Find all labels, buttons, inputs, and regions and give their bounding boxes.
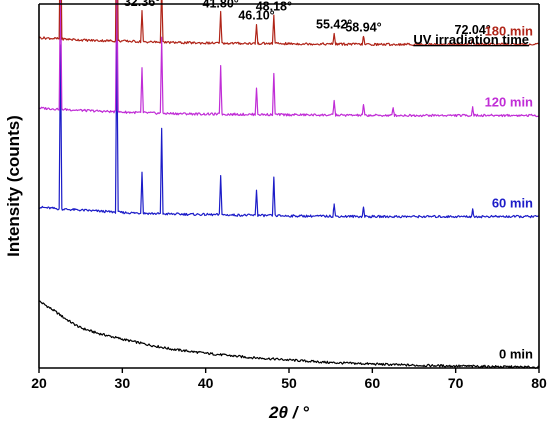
x-tick-label: 80 [531, 375, 547, 391]
peak-label: 32.36° [124, 0, 160, 9]
peak-label: 72.04° [455, 23, 491, 37]
series-label-3: 180 min [485, 23, 533, 38]
series-labels: 0 min 60 min 120 min 180 min [485, 23, 533, 361]
x-tick-label: 70 [448, 375, 464, 391]
series-line-2 [38, 0, 540, 118]
series-label-1: 60 min [492, 196, 533, 211]
x-tick-label: 20 [31, 375, 47, 391]
peak-label: 48.18° [256, 0, 292, 13]
peak-labels: 22.58°29.34°32.36°34.72°41.80°46.10°48.1… [124, 0, 491, 37]
series-label-2: 120 min [485, 94, 533, 109]
series-layer [38, 0, 540, 369]
x-axis-label: 2θ / ° [268, 403, 309, 422]
peak-label: 46.10° [238, 9, 274, 23]
series-line-1 [38, 31, 540, 219]
series-line-3 [38, 0, 540, 47]
peak-label: 58.94° [345, 20, 381, 34]
x-tick-label: 60 [365, 375, 381, 391]
legend-title: UV irradiation time [413, 32, 529, 47]
axes [38, 3, 540, 369]
x-tick-label: 50 [281, 375, 297, 391]
y-axis-label: Intensity (counts) [4, 115, 23, 257]
x-ticks: 20 30 40 50 60 70 80 [31, 368, 547, 391]
series-label-0: 0 min [499, 346, 533, 361]
series-line-0 [38, 300, 540, 369]
x-tick-label: 30 [115, 375, 131, 391]
x-tick-label: 40 [198, 375, 214, 391]
peak-label: 55.42° [316, 17, 352, 31]
peak-label: 41.80° [203, 0, 239, 10]
